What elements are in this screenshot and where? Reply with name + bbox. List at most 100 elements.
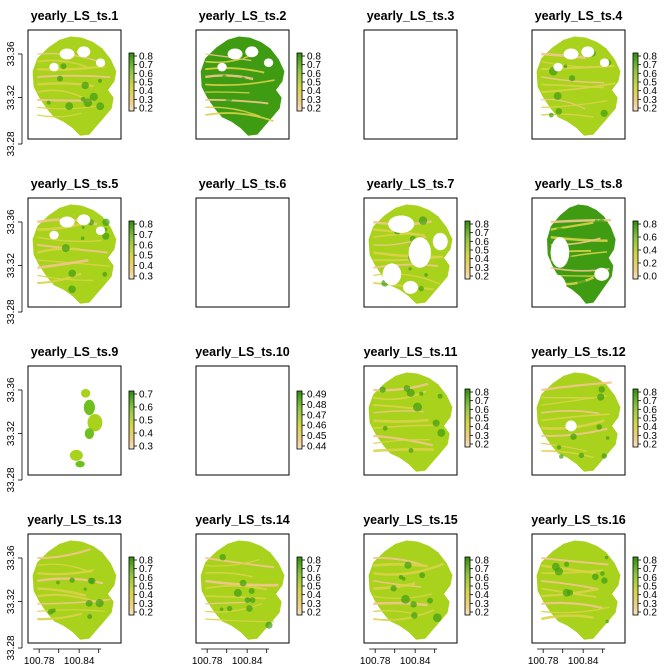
legend-tick-label: 0.8 [643,220,657,231]
raster-nodata-hole [227,48,243,60]
raster-ridge [373,580,422,588]
y-axis-tick-label: 33.36 [6,41,17,66]
raster-ridge [205,557,275,569]
raster-patch [600,109,608,117]
raster-ridge [205,53,252,62]
raster-nodata-hole [59,216,75,228]
raster-nodata-hole [77,46,91,58]
raster-ridge [37,612,82,621]
raster-nodata-hole [388,215,415,233]
x-axis-tick-label: 100.84 [232,656,263,667]
panel-frame [27,533,122,644]
legend-tick-label: 0.2 [307,104,321,115]
raster-ridge [541,82,616,94]
raster-patch [569,75,576,82]
legend-tick-label: 0.2 [643,608,657,619]
raster-patch [95,599,104,608]
panel-frame [531,533,626,644]
legend-tick-label: 0.8 [139,220,153,231]
panel-frame [27,197,122,308]
raster-patch [222,74,227,80]
raster-patch [601,453,607,459]
legend-tick-label: 0.5 [307,78,321,89]
legend-tick-label: 0.46 [307,421,327,432]
raster-patch [566,589,574,596]
raster-patch [419,391,424,396]
raster-panel: yearly_LS_ts.4 0.80.70.60.50.40.30.2 [531,9,657,140]
raster-patch [578,452,585,459]
raster-patch [382,425,388,431]
raster-ridge [37,89,84,99]
x-axis-tick-label: 100.84 [64,656,95,667]
raster-patch [102,218,110,226]
legend-tick-label: 0.6 [139,573,153,584]
raster-nodata-hole [263,58,274,68]
raster-ridge [541,98,586,110]
panel-frame [363,533,458,644]
raster-ridge [37,272,82,285]
raster-patch [556,445,562,450]
raster-patch [403,385,411,392]
y-axis-tick-label: 33.28 [6,635,17,660]
legend-color-bar [296,556,303,616]
panel-title: yearly_LS_ts.9 [31,345,119,359]
raster-patch [98,78,102,83]
raster-patch [84,428,95,440]
legend-tick-label: 0.7 [307,564,321,575]
legend-tick-label: 0.6 [475,405,489,416]
legend-tick-label: 0.4 [475,254,489,265]
legend-tick-label: 0.7 [307,60,321,71]
legend-tick-label: 0.4 [307,590,321,601]
legend-tick-label: 0.47 [307,410,327,421]
raster-patch [604,555,609,560]
raster-ridge [205,74,254,81]
raster-patch [89,92,98,101]
raster-patch [598,218,605,226]
raster-patch [597,393,605,401]
legend-tick-label: 0.5 [475,582,489,593]
raster-nodata-hole [565,420,577,432]
raster-patch [600,571,605,576]
raster-patch [46,100,51,105]
legend-tick-label: 0.5 [475,414,489,425]
raster-ridge [373,418,429,423]
raster-ridge [541,83,604,89]
legend-tick-label: 0.4 [643,246,657,257]
y-axis-tick-label: 33.36 [6,209,17,234]
raster-panel: yearly_LS_ts.11 0.80.70.60.50.40.30.2 [363,345,489,476]
raster-patch [424,273,428,277]
legend-tick-label: 0.3 [139,599,153,610]
raster-patch [223,100,229,106]
raster-nodata-hole [553,62,563,72]
legend-tick-label: 0.5 [139,416,153,427]
raster-ridge [373,439,430,445]
raster-panel: yearly_LS_ts.15 0.80.70.60.50.40.30.2 100.… [360,513,489,667]
raster-ridge [373,601,428,607]
legend-color-bar [128,556,135,616]
panel-frame [531,29,626,140]
raster-panel: yearly_LS_ts.12 0.80.70.60.50.40.30.2 [531,345,657,476]
raster-patch [87,614,93,620]
raster-ridge [373,410,424,414]
x-axis-tick-label: 100.84 [400,656,431,667]
raster-panel: yearly_LS_ts.5 0.80.70.60.50.40.3 33.28 33.… [6,177,153,325]
raster-patch [588,234,593,239]
raster-ridge [541,564,597,575]
legend-tick-label: 0.3 [139,442,153,453]
raster-patch [594,219,599,224]
raster-ridge [373,263,439,269]
raster-patch [601,577,608,584]
raster-ridge [541,409,600,415]
legend-tick-label: 0.6 [643,405,657,416]
legend-tick-label: 0.5 [139,78,153,89]
raster-ridge [37,609,106,613]
legend-tick-label: 0.2 [643,440,657,451]
legend-tick-label: 0.7 [139,564,153,575]
legend-tick-label: 0.4 [139,261,153,272]
raster-patch [427,597,433,604]
raster-landmass [368,540,453,640]
raster-patch [96,102,105,111]
x-axis-tick-label: 100.78 [192,656,223,667]
raster-patch [559,454,564,459]
raster-patch [221,85,227,92]
